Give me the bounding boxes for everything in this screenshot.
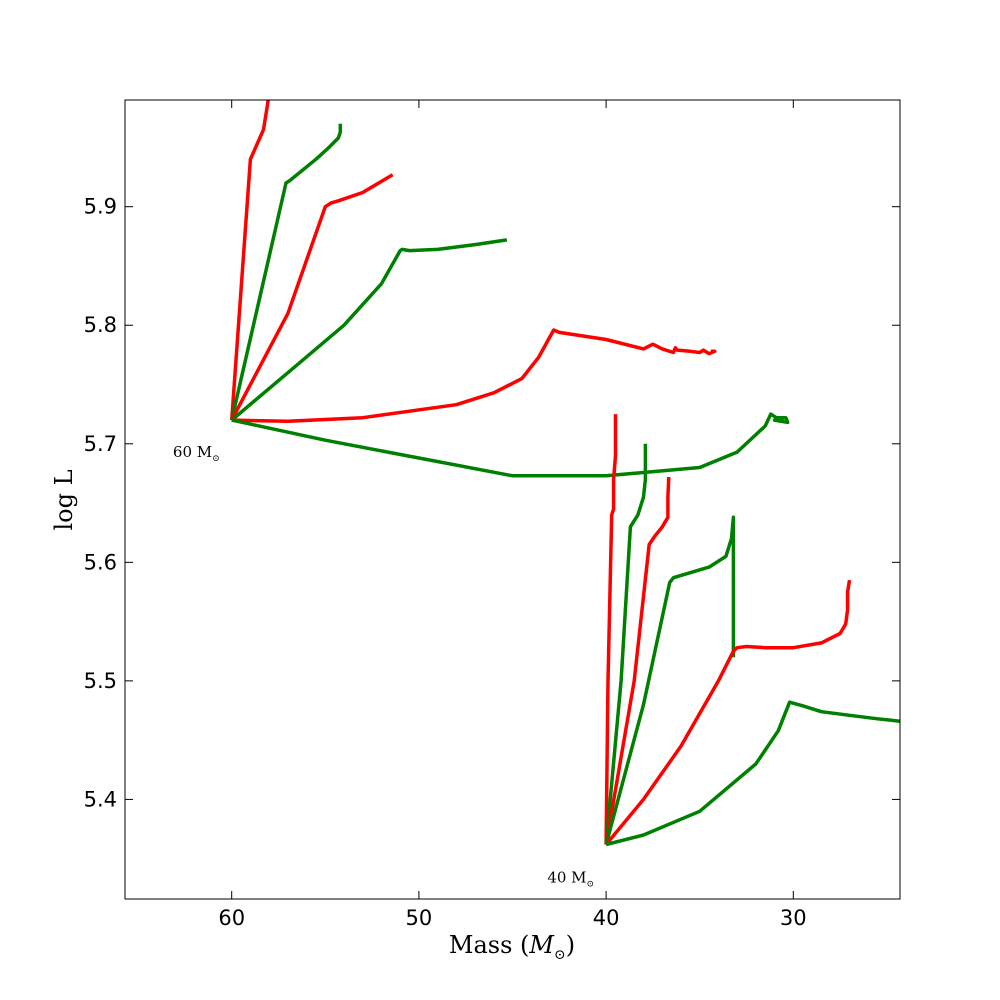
x-axis-label-text: Mass xyxy=(449,931,513,959)
y-tick-label-5.5: 5.5 xyxy=(84,669,117,693)
series-line-5 xyxy=(231,328,717,424)
plot-frame xyxy=(124,99,901,900)
x-tick-label-50: 50 xyxy=(406,906,433,930)
y-tick-label-5.4: 5.4 xyxy=(84,787,117,811)
series-line-3 xyxy=(230,173,394,421)
x-axis-label-sun-symbol: ⊙ xyxy=(554,947,566,963)
y-tick-label-5.8: 5.8 xyxy=(84,313,117,337)
series-line-9 xyxy=(604,476,671,845)
series-line-8 xyxy=(604,443,648,845)
y-tick-label-5.6: 5.6 xyxy=(84,550,117,574)
tick-layer: 60 50 40 30 5.4 5.5 5.6 5.7 5.8 5.9 xyxy=(84,100,900,930)
y-tick-label-5.7: 5.7 xyxy=(84,432,117,456)
series-line-1 xyxy=(229,100,270,421)
series-line-2 xyxy=(229,123,343,421)
y-axis-label: log L xyxy=(50,469,78,530)
annotation-layer: 60 M⊙ 40 M⊙ xyxy=(173,443,594,890)
x-tick-label-40: 40 xyxy=(593,906,620,930)
series-line-4 xyxy=(230,238,508,422)
series-layer xyxy=(229,100,900,847)
annotation-1: 60 M⊙ xyxy=(173,443,220,464)
x-tick-label-30: 30 xyxy=(780,906,807,930)
series-line-7 xyxy=(604,414,618,845)
series-line-6 xyxy=(231,412,790,478)
series-line-11 xyxy=(604,579,852,846)
x-axis-label: Mass (M⊙) xyxy=(449,931,575,963)
annotation-2: 40 M⊙ xyxy=(547,869,594,890)
x-tick-label-60: 60 xyxy=(218,906,245,930)
x-axis-label-unit: M xyxy=(528,931,555,959)
series-line-12 xyxy=(605,700,900,847)
y-tick-label-5.9: 5.9 xyxy=(84,195,117,219)
series-line-10 xyxy=(604,515,736,845)
